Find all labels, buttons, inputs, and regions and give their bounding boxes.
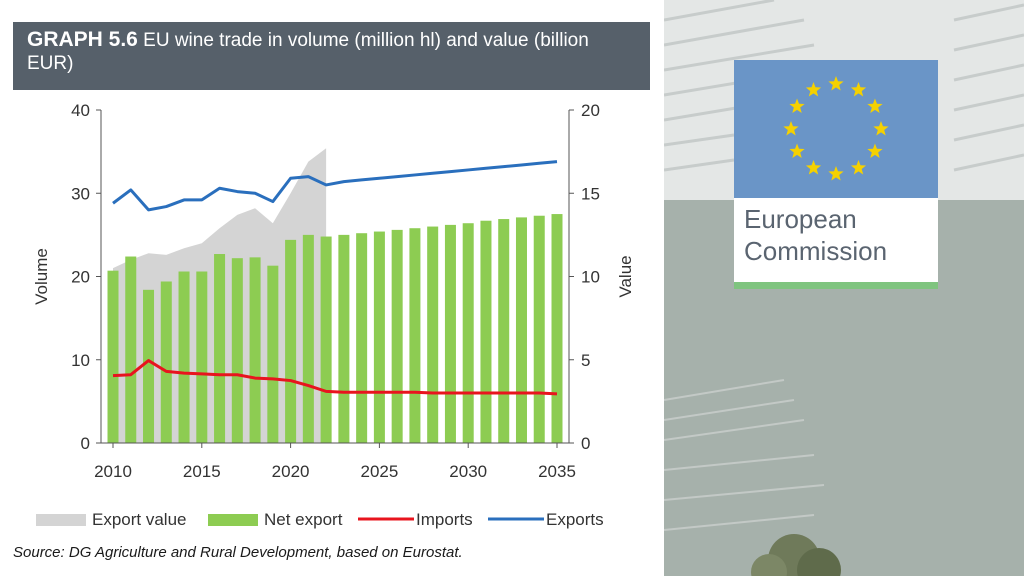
- net-export-bar-2025: [373, 231, 385, 443]
- y-tick-label-30: 30: [71, 184, 90, 203]
- net-export-bar-2027: [409, 228, 421, 443]
- net-export-bar-2016: [214, 254, 226, 443]
- net-export-bar-2034: [533, 215, 545, 443]
- y2-tick-label-0: 0: [581, 434, 590, 453]
- net-export-bar-2028: [427, 226, 439, 443]
- y-tick-label-10: 10: [71, 351, 90, 370]
- net-export-bar-2019: [267, 265, 279, 443]
- net-export-bar-2030: [462, 223, 474, 443]
- logo-line-2: Commission: [744, 236, 888, 266]
- legend: Export value Net export Imports Exports: [36, 510, 604, 529]
- net-export-bar-2013: [160, 281, 172, 443]
- y-axis-title: Volume: [32, 248, 51, 305]
- logo-line-1: European: [744, 204, 857, 234]
- x-tick-label-2035: 2035: [538, 462, 576, 481]
- logo-green-bar: [734, 282, 938, 289]
- net-export-bar-2029: [444, 224, 456, 443]
- net-export-bar-2032: [498, 219, 510, 443]
- eu-star-icon: [805, 82, 822, 97]
- y-tick-label-0: 0: [81, 434, 90, 453]
- imports-line: [112, 359, 558, 396]
- net-export-bar-2026: [391, 229, 403, 443]
- x-tick-label-2030: 2030: [449, 462, 487, 481]
- logo-box: [734, 198, 938, 282]
- net-export-bar-2018: [249, 257, 261, 443]
- graph-number: GRAPH 5.6: [27, 28, 138, 51]
- x-tick-label-2020: 2020: [272, 462, 310, 481]
- net-export-bar-2023: [338, 234, 350, 443]
- eu-star-icon: [789, 143, 805, 158]
- eu-star-icon: [805, 159, 822, 175]
- x-tick-label-2015: 2015: [183, 462, 221, 481]
- y-tick-label-40: 40: [71, 101, 90, 120]
- net-export-bar-2035: [551, 214, 563, 443]
- eu-star-icon: [867, 143, 883, 158]
- eu-flag: [734, 60, 938, 198]
- y2-tick-label-10: 10: [581, 268, 600, 287]
- legend-label-exports: Exports: [546, 510, 604, 529]
- y-tick-label-20: 20: [71, 268, 90, 287]
- european-commission-logo: European Commission: [744, 203, 887, 267]
- net-export-bar-2021: [302, 234, 314, 443]
- net-export-bar-2010: [107, 270, 119, 443]
- net-export-bar-2033: [515, 217, 527, 443]
- chart-panel: GRAPH 5.6 EU wine trade in volume (milli…: [13, 22, 650, 561]
- x-tick-label-2010: 2010: [94, 462, 132, 481]
- net-export-bar-2017: [231, 258, 243, 443]
- net-export-bar-2012: [143, 289, 155, 443]
- net-export-bar-2031: [480, 220, 492, 443]
- eu-stars-icon: [783, 76, 889, 181]
- y2-tick-label-20: 20: [581, 101, 600, 120]
- eu-star-icon: [850, 159, 867, 175]
- chart-title-bar: GRAPH 5.6 EU wine trade in volume (milli…: [13, 22, 650, 90]
- legend-label-imports: Imports: [416, 510, 473, 529]
- y2-tick-label-5: 5: [581, 351, 590, 370]
- source-note: Source: DG Agriculture and Rural Develop…: [13, 544, 463, 561]
- net-export-bar-2011: [125, 256, 137, 443]
- legend-swatch-net-export: [208, 514, 258, 526]
- legend-label-net-export: Net export: [264, 510, 343, 529]
- y2-tick-label-15: 15: [581, 184, 600, 203]
- net-export-bar-2020: [285, 239, 297, 443]
- eu-star-icon: [867, 98, 883, 113]
- graph-title: EU wine trade in volume (million hl) and…: [27, 30, 589, 74]
- eu-star-icon: [783, 121, 799, 136]
- x-tick-label-2025: 2025: [360, 462, 398, 481]
- eu-star-icon: [789, 98, 805, 113]
- eu-star-icon: [828, 166, 844, 181]
- legend-swatch-export-value: [36, 514, 86, 526]
- net-export-bar-2014: [178, 271, 190, 443]
- legend-label-export-value: Export value: [92, 510, 187, 529]
- net-export-bar-2015: [196, 271, 208, 443]
- eu-star-icon: [828, 76, 844, 91]
- cover-background: [664, 0, 1024, 576]
- exports-line: [112, 160, 558, 212]
- y2-axis-title: Value: [616, 255, 635, 297]
- eu-star-icon: [850, 82, 867, 97]
- eu-star-icon: [873, 121, 889, 136]
- net-export-bar-2022: [320, 236, 332, 443]
- net-export-bar-2024: [356, 233, 368, 443]
